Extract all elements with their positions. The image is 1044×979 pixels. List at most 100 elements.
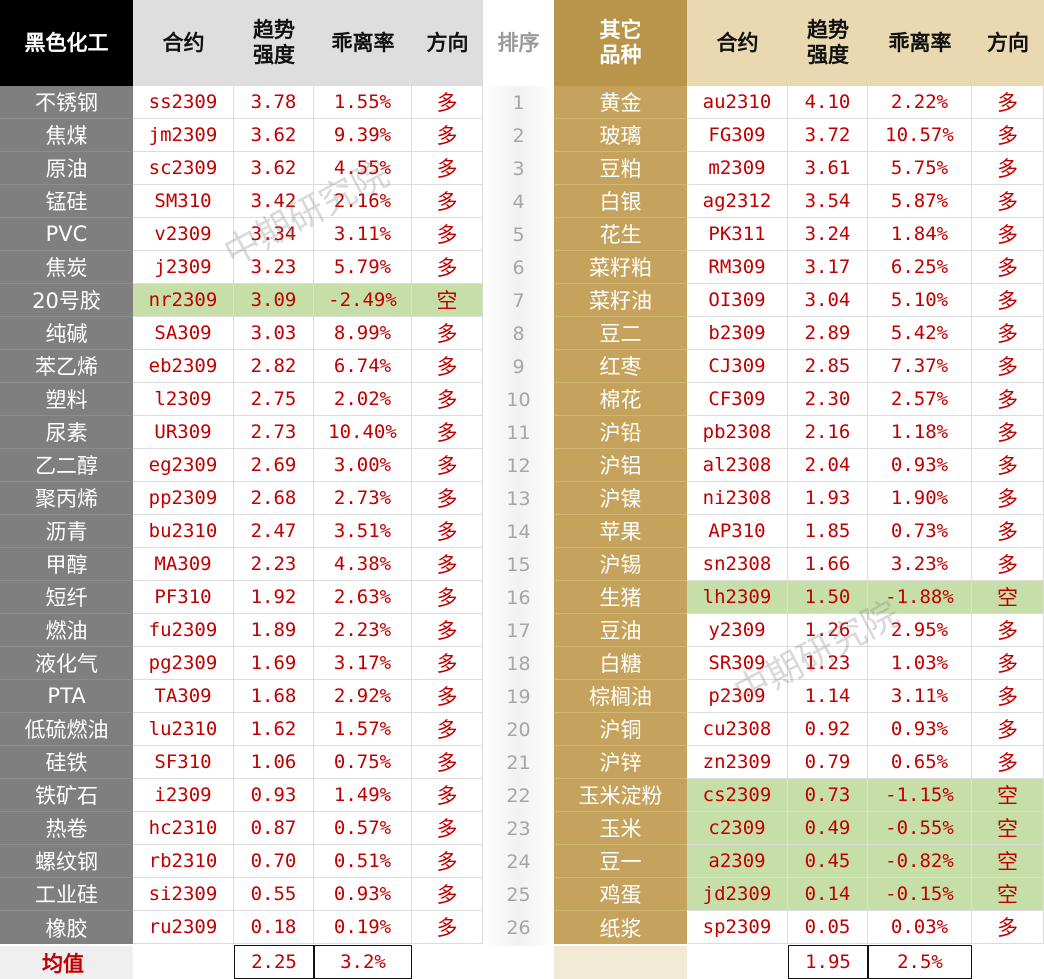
right-strength-cell: 1.14 [788, 680, 868, 713]
left-deviation-cell: 2.73% [314, 482, 412, 515]
right-commodity-name: 玉米 [554, 812, 687, 845]
right-contract-cell: cu2308 [687, 713, 788, 746]
right-direction-cell: 多 [972, 911, 1044, 944]
left-contract-cell: jm2309 [133, 119, 234, 152]
left-deviation-cell: 4.55% [314, 152, 412, 185]
left-contract-cell: PF310 [133, 581, 234, 614]
left-commodity-name: 橡胶 [0, 911, 133, 944]
left-deviation-cell: 8.99% [314, 317, 412, 350]
right-deviation-cell: 3.23% [868, 548, 972, 581]
left-strength-cell: 2.82 [234, 350, 314, 383]
right-contract-cell: pb2308 [687, 416, 788, 449]
right-contract-cell: jd2309 [687, 878, 788, 911]
right-strength-cell: 2.16 [788, 416, 868, 449]
left-strength-cell: 0.18 [234, 911, 314, 944]
right-contract-cell: cs2309 [687, 779, 788, 812]
left-commodity-name: 不锈钢 [0, 86, 133, 119]
left-direction-cell: 多 [412, 218, 483, 251]
left-direction-cell: 多 [412, 779, 483, 812]
left-contract-cell: j2309 [133, 251, 234, 284]
right-commodity-name: 沪锡 [554, 548, 687, 581]
right-direction-cell: 多 [972, 119, 1044, 152]
right-strength-cell: 2.85 [788, 350, 868, 383]
rank-cell: 5 [512, 223, 525, 246]
right-contract-cell: p2309 [687, 680, 788, 713]
left-deviation-cell: 0.75% [314, 746, 412, 779]
left-contract-cell: si2309 [133, 878, 234, 911]
right-commodity-name: 沪铅 [554, 416, 687, 449]
left-strength-cell: 0.70 [234, 845, 314, 878]
right-deviation-cell: 6.25% [868, 251, 972, 284]
right-strength-cell: 1.50 [788, 581, 868, 614]
left-deviation-cell: 3.51% [314, 515, 412, 548]
left-deviation-cell: 4.38% [314, 548, 412, 581]
rank-cell: 15 [506, 553, 531, 576]
right-deviation-cell: -1.15% [868, 779, 972, 812]
left-direction-cell: 多 [412, 86, 483, 119]
right-direction-cell: 多 [972, 614, 1044, 647]
left-deviation-cell: 1.49% [314, 779, 412, 812]
left-strength-cell: 2.47 [234, 515, 314, 548]
right-strength-cell: 3.17 [788, 251, 868, 284]
left-commodity-name: 螺纹钢 [0, 845, 133, 878]
right-deviation-cell: -1.88% [868, 581, 972, 614]
rank-cell: 17 [506, 619, 531, 642]
right-strength-cell: 2.30 [788, 383, 868, 416]
right-strength-average: 1.95 [788, 945, 868, 979]
right-deviation-cell: -0.55% [868, 812, 972, 845]
left-contract-cell: pp2309 [133, 482, 234, 515]
left-strength-cell: 2.69 [234, 449, 314, 482]
left-contract-cell: v2309 [133, 218, 234, 251]
header-left-strength-line1: 趋势 [253, 18, 295, 42]
right-contract-cell: al2308 [687, 449, 788, 482]
right-commodity-name: 棕榈油 [554, 680, 687, 713]
right-direction-cell: 多 [972, 482, 1044, 515]
rank-cell: 7 [512, 289, 525, 312]
right-contract-cell: RM309 [687, 251, 788, 284]
right-strength-cell: 0.73 [788, 779, 868, 812]
right-contract-cell: ni2308 [687, 482, 788, 515]
right-contract-cell: lh2309 [687, 581, 788, 614]
left-strength-cell: 2.75 [234, 383, 314, 416]
left-commodity-name: 工业硅 [0, 878, 133, 911]
right-deviation-cell: 1.84% [868, 218, 972, 251]
rank-cell: 2 [512, 124, 525, 147]
right-commodity-name: 沪镍 [554, 482, 687, 515]
right-strength-cell: 2.04 [788, 449, 868, 482]
right-commodity-name: 豆粕 [554, 152, 687, 185]
rank-cell: 21 [506, 751, 531, 774]
right-commodity-name: 菜籽粕 [554, 251, 687, 284]
right-strength-cell: 3.72 [788, 119, 868, 152]
right-commodity-name: 沪铜 [554, 713, 687, 746]
left-deviation-cell: -2.49% [314, 284, 412, 317]
right-deviation-cell: 0.03% [868, 911, 972, 944]
right-direction-cell: 多 [972, 746, 1044, 779]
right-direction-cell: 空 [972, 812, 1044, 845]
left-contract-cell: UR309 [133, 416, 234, 449]
right-commodity-name: 棉花 [554, 383, 687, 416]
right-direction-cell: 空 [972, 878, 1044, 911]
right-commodity-name: 菜籽油 [554, 284, 687, 317]
right-direction-cell: 多 [972, 647, 1044, 680]
right-commodity-name: 白糖 [554, 647, 687, 680]
right-strength-cell: 1.93 [788, 482, 868, 515]
left-direction-cell: 多 [412, 614, 483, 647]
right-deviation-cell: 2.57% [868, 383, 972, 416]
left-contract-cell: hc2310 [133, 812, 234, 845]
left-direction-cell: 多 [412, 680, 483, 713]
left-strength-cell: 3.62 [234, 119, 314, 152]
left-strength-cell: 2.23 [234, 548, 314, 581]
left-contract-cell: bu2310 [133, 515, 234, 548]
left-deviation-cell: 5.79% [314, 251, 412, 284]
left-commodity-name: 燃油 [0, 614, 133, 647]
left-strength-cell: 3.62 [234, 152, 314, 185]
right-strength-cell: 3.24 [788, 218, 868, 251]
right-contract-cell: b2309 [687, 317, 788, 350]
right-direction-cell: 多 [972, 416, 1044, 449]
rank-cell: 16 [506, 586, 531, 609]
left-commodity-name: 焦煤 [0, 119, 133, 152]
right-deviation-cell: -0.15% [868, 878, 972, 911]
right-commodity-name: 豆二 [554, 317, 687, 350]
right-strength-cell: 0.45 [788, 845, 868, 878]
left-direction-cell: 多 [412, 746, 483, 779]
